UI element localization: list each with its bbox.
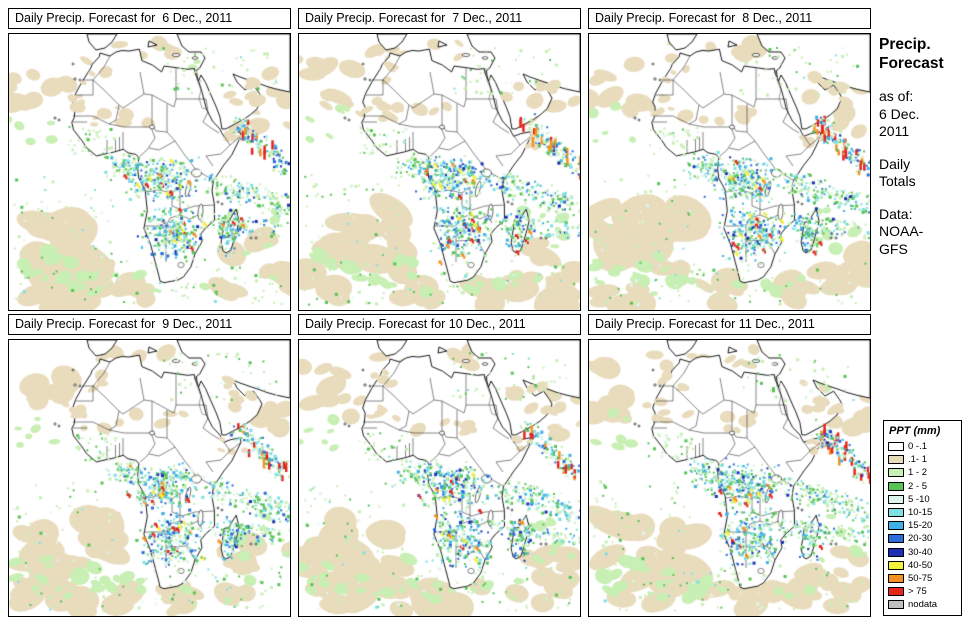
- panel-title-dec8: Daily Precip. Forecast for 8 Dec., 2011: [588, 8, 871, 29]
- legend-swatch: [888, 455, 904, 465]
- legend-row: 2 - 5: [888, 480, 958, 493]
- legend-swatch: [888, 600, 904, 610]
- legend-row: 30-40: [888, 546, 958, 559]
- panel-dec11: Daily Precip. Forecast for 11 Dec., 2011: [588, 314, 871, 617]
- africa-map-dec8: [589, 34, 870, 310]
- legend-swatch: [888, 494, 904, 504]
- map-frame-dec7: [298, 33, 581, 311]
- map-frame-dec9: [8, 339, 291, 617]
- legend-swatch: [888, 481, 904, 491]
- legend-row-label: 30-40: [908, 546, 933, 558]
- legend-row: 0 -.1: [888, 440, 958, 453]
- legend-swatch: [888, 547, 904, 557]
- africa-map-dec7: [299, 34, 580, 310]
- legend-row: 40-50: [888, 559, 958, 572]
- map-frame-dec6: [8, 33, 291, 311]
- panel-title-dec6: Daily Precip. Forecast for 6 Dec., 2011: [8, 8, 291, 29]
- panel-dec8: Daily Precip. Forecast for 8 Dec., 2011: [588, 8, 871, 311]
- africa-map-dec10: [299, 340, 580, 616]
- legend-row-label: 20-30: [908, 533, 933, 545]
- map-frame-dec8: [588, 33, 871, 311]
- as-of-date-line2: 2011: [879, 123, 910, 139]
- legend-row-label: 1 - 2: [908, 467, 928, 479]
- legend-title: PPT (mm): [889, 425, 941, 437]
- legend-row-label: 2 - 5: [908, 480, 928, 492]
- panel-title-dec10: Daily Precip. Forecast for 10 Dec., 2011: [298, 314, 581, 335]
- legend-row: 5 -10: [888, 493, 958, 506]
- legend-row: 15-20: [888, 519, 958, 532]
- panel-dec6: Daily Precip. Forecast for 6 Dec., 2011: [8, 8, 291, 311]
- legend-swatch: [888, 587, 904, 597]
- legend-row-label: > 75: [908, 586, 927, 598]
- sidebar-title-line1: Precip.: [879, 36, 931, 53]
- totals-block: Daily Totals: [879, 156, 963, 191]
- legend-swatch: [888, 442, 904, 452]
- legend-row: 10-15: [888, 506, 958, 519]
- map-frame-dec11: [588, 339, 871, 617]
- legend-row-label: 15-20: [908, 520, 933, 532]
- sidebar-title: Precip. Forecast: [879, 36, 963, 73]
- as-of-label: as of:: [879, 88, 914, 104]
- panel-title-dec7: Daily Precip. Forecast for 7 Dec., 2011: [298, 8, 581, 29]
- legend-row-label: 0 -.1: [908, 441, 928, 453]
- africa-map-dec9: [9, 340, 290, 616]
- legend-row-label: nodata: [908, 599, 938, 611]
- data-source-block: Data: NOAA- GFS: [879, 206, 963, 259]
- panel-dec9: Daily Precip. Forecast for 9 Dec., 2011: [8, 314, 291, 617]
- panel-title-dec11: Daily Precip. Forecast for 11 Dec., 2011: [588, 314, 871, 335]
- legend-row: 20-30: [888, 532, 958, 545]
- as-of-date-line1: 6 Dec.: [879, 105, 920, 122]
- sidebar-title-line2: Forecast: [879, 54, 944, 72]
- legend-row: 50-75: [888, 572, 958, 585]
- legend-row-label: 5 -10: [908, 493, 930, 505]
- legend-swatch: [888, 468, 904, 478]
- legend-swatch: [888, 534, 904, 544]
- legend-row-label: 10-15: [908, 507, 933, 519]
- data-source-line1: NOAA-: [879, 223, 924, 239]
- sidebar: Precip. Forecast as of: 6 Dec. 2011 Dail…: [879, 36, 963, 273]
- legend-row-label: 50-75: [908, 572, 933, 584]
- legend-row: 1 - 2: [888, 466, 958, 479]
- legend-row: .1- 1: [888, 453, 958, 466]
- map-frame-dec10: [298, 339, 581, 617]
- legend-row-label: .1- 1: [908, 454, 928, 466]
- legend-row-label: 40-50: [908, 559, 933, 571]
- legend-swatch: [888, 573, 904, 583]
- totals-line2: Totals: [879, 173, 916, 189]
- legend-row: nodata: [888, 598, 958, 611]
- africa-map-dec6: [9, 34, 290, 310]
- totals-line1: Daily: [879, 155, 911, 172]
- legend-row: > 75: [888, 585, 958, 598]
- data-source-line2: GFS: [879, 240, 908, 257]
- legend-swatch: [888, 560, 904, 570]
- legend-swatch: [888, 521, 904, 531]
- panel-title-dec9: Daily Precip. Forecast for 9 Dec., 2011: [8, 314, 291, 335]
- legend-swatch: [888, 508, 904, 518]
- panel-dec10: Daily Precip. Forecast for 10 Dec., 2011: [298, 314, 581, 617]
- panel-dec7: Daily Precip. Forecast for 7 Dec., 2011: [298, 8, 581, 311]
- africa-map-dec11: [589, 340, 870, 616]
- data-source-label: Data:: [879, 205, 913, 222]
- as-of-block: as of: 6 Dec. 2011: [879, 88, 963, 141]
